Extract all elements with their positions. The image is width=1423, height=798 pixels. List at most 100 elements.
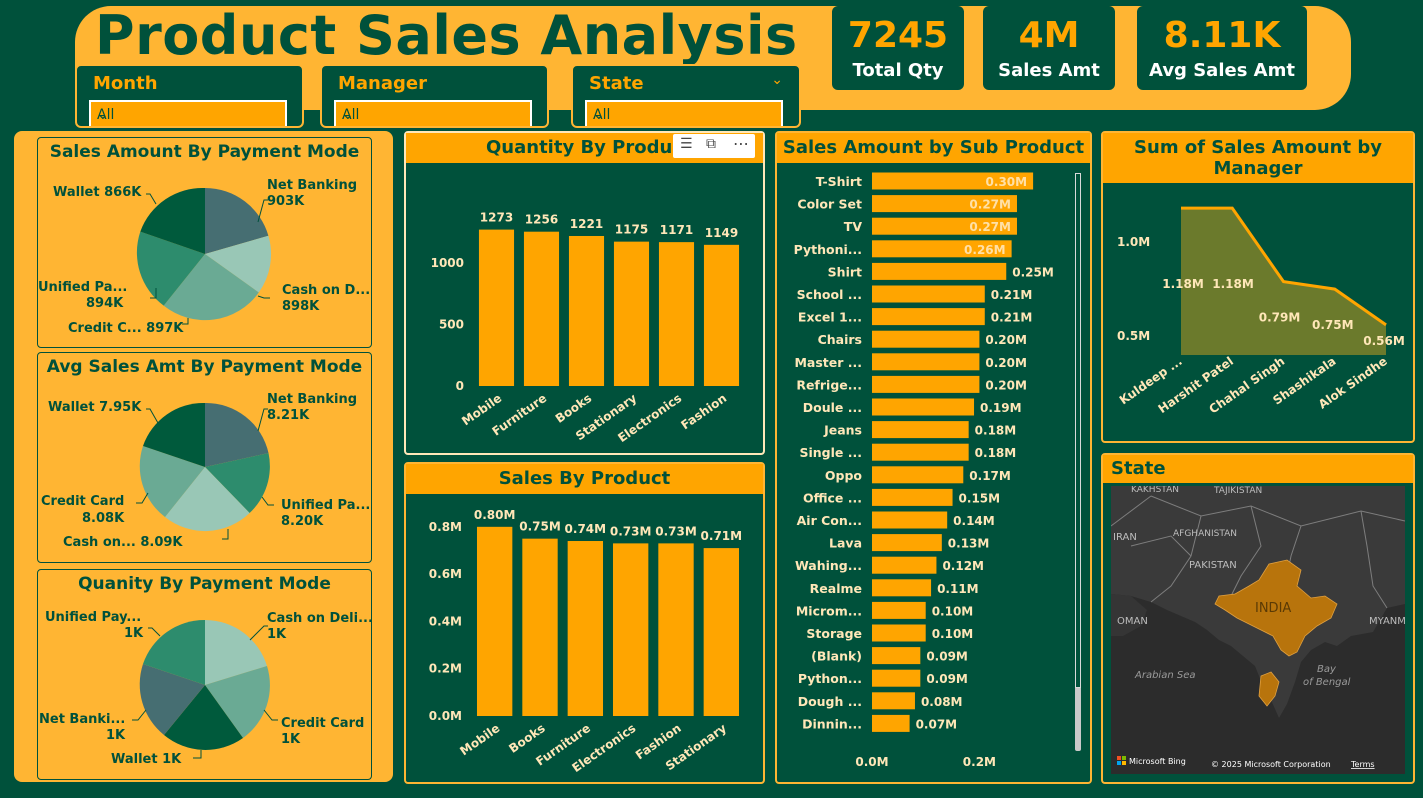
bar[interactable] xyxy=(872,579,932,597)
kpi-avg-sales-amt: 8.11K Avg Sales Amt xyxy=(1137,6,1307,90)
map-place-label: PAKISTAN xyxy=(1189,560,1237,571)
data-label: 0.13M xyxy=(948,537,990,551)
bar[interactable] xyxy=(872,443,969,461)
pie-title: Quanity By Payment Mode xyxy=(78,574,331,594)
bar[interactable] xyxy=(872,601,926,619)
bar[interactable] xyxy=(872,714,910,732)
state-dropdown-value: All xyxy=(593,107,611,123)
bar[interactable] xyxy=(872,624,926,642)
bar[interactable] xyxy=(872,556,937,574)
bar[interactable] xyxy=(872,511,948,529)
bar[interactable] xyxy=(872,421,969,439)
sales-by-sub-product-card[interactable]: Sales Amount by Sub Product T-Shirt 0.30M… xyxy=(775,131,1092,784)
y-tick-label: 0.6M xyxy=(429,567,462,581)
pie-label: Net Banking xyxy=(267,178,358,193)
sub-product-bar-chart: T-Shirt 0.30M Color Set 0.27M TV 0.27M Pythoni… xyxy=(794,172,1054,769)
y-tick-label: 0.0M xyxy=(429,709,462,723)
scrollbar-track[interactable] xyxy=(1075,173,1081,751)
map-terms-link[interactable]: Terms xyxy=(1350,760,1375,769)
bar[interactable] xyxy=(568,235,605,386)
category-label: Jeans xyxy=(823,423,862,438)
map-svg: KAKHSTAN TAJIKISTAN AFGHANISTAN PAKISTAN… xyxy=(1111,486,1405,774)
bar[interactable] xyxy=(476,526,513,716)
bar[interactable] xyxy=(522,538,558,716)
filter-icon[interactable]: ☰ xyxy=(680,136,693,152)
bar[interactable] xyxy=(658,543,694,716)
bar[interactable] xyxy=(703,548,740,716)
state-dropdown[interactable]: All ⌄ xyxy=(585,100,783,126)
more-options-icon[interactable]: ⋯ xyxy=(733,134,749,153)
month-dropdown[interactable]: All ⌄ xyxy=(89,100,287,126)
data-label: 0.75M xyxy=(519,520,561,534)
map-canvas[interactable]: KAKHSTAN TAJIKISTAN AFGHANISTAN PAKISTAN… xyxy=(1111,486,1405,774)
pie-label: Unified Pay... xyxy=(45,610,142,625)
x-tick-label: Fashion xyxy=(678,391,729,432)
data-label: 0.56M xyxy=(1363,334,1405,348)
bar[interactable] xyxy=(872,308,985,326)
bar[interactable] xyxy=(872,534,942,552)
bar[interactable] xyxy=(872,647,921,665)
x-tick-label: 0.0M xyxy=(855,755,888,769)
y-tick-label: 1.0M xyxy=(1117,235,1150,249)
manager-dropdown[interactable]: All ⌄ xyxy=(334,100,532,126)
bar[interactable] xyxy=(567,541,604,716)
pie-label: Wallet 7.95K xyxy=(48,400,142,415)
bar[interactable] xyxy=(613,241,650,386)
month-slicer[interactable]: Month All ⌄ xyxy=(75,64,304,128)
area-line[interactable] xyxy=(1181,206,1387,327)
category-label: Python... xyxy=(798,671,862,686)
kpi-label: Total Qty xyxy=(852,60,944,81)
pie-card-avg-sales[interactable]: Avg Sales Amt By Payment Mode Wallet 7.9… xyxy=(37,352,372,563)
bar[interactable] xyxy=(872,330,980,348)
bar[interactable] xyxy=(872,262,1007,280)
pie-title: Avg Sales Amt By Payment Mode xyxy=(46,357,363,377)
data-label: 1256 xyxy=(525,213,558,227)
y-tick-label: 0.5M xyxy=(1117,329,1150,343)
bar[interactable] xyxy=(872,240,1012,258)
manager-slicer[interactable]: Manager All ⌄ xyxy=(320,64,549,128)
scrollbar-thumb[interactable] xyxy=(1075,173,1081,688)
bar[interactable] xyxy=(872,466,964,484)
bar[interactable] xyxy=(872,398,975,416)
bar[interactable] xyxy=(872,353,980,371)
map-copyright: © 2025 Microsoft Corporation xyxy=(1211,760,1331,769)
map-place-label: INDIA xyxy=(1255,601,1291,616)
state-map-card[interactable]: State KAKHSTAN TAJIKISTAN AFGHANISTAN PA… xyxy=(1101,453,1415,784)
pie-label: Cash on... 8.09K xyxy=(63,535,183,550)
area-fill xyxy=(1181,208,1386,355)
kpi-total-qty: 7245 Total Qty xyxy=(832,6,964,90)
state-slicer[interactable]: State ⌄ All ⌄ xyxy=(571,64,801,128)
bar[interactable] xyxy=(872,285,985,303)
map-place-label: of Bengal xyxy=(1303,677,1351,688)
bar[interactable] xyxy=(658,242,695,386)
pie-label: Wallet 866K xyxy=(53,185,142,200)
bar[interactable] xyxy=(872,375,980,393)
pie-card-quantity[interactable]: Quanity By Payment Mode Unified Pay... 1… xyxy=(37,569,373,780)
slicer-collapse-chevron-icon[interactable]: ⌄ xyxy=(771,72,783,88)
bar[interactable] xyxy=(703,244,740,386)
quantity-by-product-card[interactable]: Quantity By Product ☰ ⧉ ⋯ 0 500 1000 1273 Mo… xyxy=(404,131,765,455)
bar[interactable] xyxy=(872,488,953,506)
pie-label: Credit C... 897K xyxy=(68,321,184,336)
bar[interactable] xyxy=(872,669,921,687)
sales-by-product-card[interactable]: Sales By Product 0.0M 0.2M 0.4M 0.6M 0.8M 0.8… xyxy=(404,462,765,784)
pie-card-sales-amount[interactable]: Sales Amount By Payment Mode Wallet 866K… xyxy=(37,137,372,348)
pie-label: Net Banki... xyxy=(39,712,126,727)
data-label: 0.10M xyxy=(932,627,974,641)
category-label: Color Set xyxy=(797,197,862,212)
bar[interactable] xyxy=(523,231,560,386)
data-label: 0.17M xyxy=(969,469,1011,483)
category-label: Wahing... xyxy=(795,558,862,573)
bar[interactable] xyxy=(478,229,515,386)
bar[interactable] xyxy=(872,692,915,710)
bar[interactable] xyxy=(872,217,1017,235)
kpi-sales-amt: 4M Sales Amt xyxy=(983,6,1115,90)
bar[interactable] xyxy=(612,543,649,716)
bar[interactable] xyxy=(872,195,1017,213)
data-label: 0.25M xyxy=(1012,265,1054,279)
bar[interactable] xyxy=(872,172,1034,190)
pie-chart-quantity xyxy=(132,619,278,759)
data-label: 1.18M xyxy=(1212,277,1254,291)
focus-mode-icon[interactable]: ⧉ xyxy=(706,136,716,152)
sales-by-manager-card[interactable]: Sum of Sales Amount by Manager 0.5M 1.0M 1… xyxy=(1101,131,1415,443)
